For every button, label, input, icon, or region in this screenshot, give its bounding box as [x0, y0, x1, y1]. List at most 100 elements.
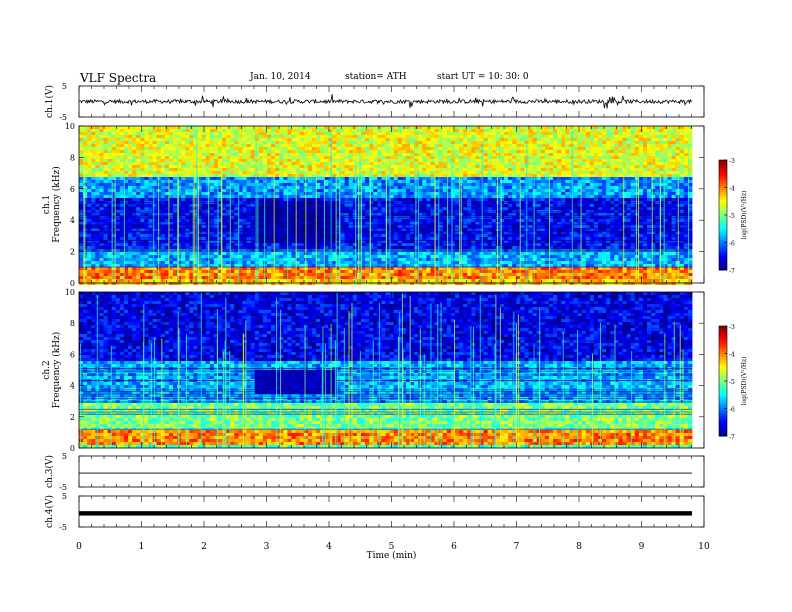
spectrogram-cell [622, 150, 628, 153]
spectrogram-cell [516, 195, 521, 198]
spectrogram-cell [651, 141, 656, 144]
spectrogram-cell [369, 171, 374, 174]
spectrogram-cell [422, 204, 427, 207]
spectrogram-cell [95, 141, 100, 144]
spectrogram-cell [336, 165, 341, 168]
spectrogram-cell [189, 135, 194, 138]
spectrogram-cell [589, 198, 595, 201]
spectrogram-cell [168, 198, 174, 201]
spectrogram-cell [577, 129, 583, 132]
spectrogram-cell [651, 198, 656, 201]
spectrogram-cell [647, 162, 652, 165]
spectrogram-cell [91, 138, 96, 141]
spectrogram-cell [87, 156, 92, 159]
spectrogram-cell [328, 198, 333, 201]
spectrogram-cell [426, 168, 431, 171]
spectrogram-cell [622, 222, 628, 225]
spectrogram-cell [671, 180, 677, 183]
spectrogram-cell [271, 126, 276, 129]
spectrogram-cell [671, 195, 677, 198]
spectrogram-cell [369, 204, 374, 207]
spectrogram-cell [671, 177, 677, 180]
spectrogram-cell [393, 159, 399, 162]
spectrogram-cell [397, 171, 403, 174]
spectrogram-cell [422, 147, 427, 150]
spectrogram-cell [279, 165, 284, 168]
spectrogram-cell [679, 195, 685, 198]
spectrogram-cell [336, 219, 341, 222]
spectrogram-cell [373, 186, 378, 189]
spectrogram-cell [103, 126, 109, 129]
spectrogram-cell [185, 207, 190, 210]
spectrogram-cell [593, 132, 599, 135]
spectrogram-cell [504, 189, 509, 192]
spectrogram-cell [405, 207, 411, 210]
spectrogram-cell [254, 159, 260, 162]
spectrogram-cell [344, 207, 350, 210]
spectrogram-cell [426, 156, 431, 159]
spectrogram-cell [99, 129, 104, 132]
spectrogram-cell [373, 147, 378, 150]
spectrogram-cell [520, 153, 525, 156]
spectrogram-cell [667, 144, 672, 147]
spectrogram-cell [148, 195, 153, 198]
spectrogram-cell [140, 150, 145, 153]
spectrogram-cell [144, 141, 149, 144]
spectrogram-cell [569, 153, 574, 156]
spectrogram-cell [638, 165, 644, 168]
spectrogram-cell [115, 156, 121, 159]
spectrogram-cell [242, 180, 247, 183]
spectrogram-cell [540, 189, 546, 192]
spectrogram-cell [283, 141, 288, 144]
spectrogram-cell [356, 183, 362, 186]
spectrogram-cell [585, 213, 591, 216]
spectrogram-cell [148, 147, 153, 150]
spectrogram-cell [181, 207, 186, 210]
spectrogram-cell [540, 159, 546, 162]
spectrogram-cell [189, 189, 194, 192]
spectrogram-cell [287, 195, 292, 198]
spectrogram-cell [168, 213, 174, 216]
spectrogram-cell [491, 144, 497, 147]
spectrogram-cell [573, 153, 578, 156]
spectrogram-cell [593, 213, 599, 216]
spectrogram-cell [422, 144, 427, 147]
spectrogram-cell [177, 156, 182, 159]
spectrogram-cell [193, 183, 198, 186]
spectrogram-cell [230, 126, 235, 129]
spectrogram-cell [573, 165, 578, 168]
spectrogram-cell [602, 141, 607, 144]
spectrogram-cell [271, 192, 276, 195]
spectrogram-cell [242, 126, 247, 129]
spectrogram-cell [103, 198, 109, 201]
spectrogram-cell [99, 165, 104, 168]
spectrogram-cell [532, 192, 538, 195]
spectrogram-cell [606, 186, 611, 189]
spectrogram-cell [647, 192, 652, 195]
spectrogram-cell [495, 207, 501, 210]
spectrogram-cell [311, 210, 317, 213]
spectrogram-cell [348, 156, 354, 159]
spectrogram-cell [201, 225, 207, 228]
spectrogram-cell [172, 189, 178, 192]
spectrogram-cell [516, 192, 521, 195]
spectrogram-cell [483, 177, 489, 180]
spectrogram-cell [385, 153, 390, 156]
spectrogram-cell [152, 189, 158, 192]
spectrogram-cell [336, 189, 341, 192]
spectrogram-cell [434, 183, 440, 186]
spectrogram-cell [311, 183, 317, 186]
spectrogram-cell [91, 210, 96, 213]
spectrogram-cell [422, 192, 427, 195]
spectrogram-cell [671, 150, 677, 153]
spectrogram-cell [193, 213, 198, 216]
spectrogram-cell [483, 204, 489, 207]
spectrogram-cell [295, 210, 301, 213]
spectrogram-cell [307, 153, 313, 156]
spectrogram-cell [132, 195, 137, 198]
spectrogram-cell [581, 192, 587, 195]
spectrogram-cell [295, 168, 301, 171]
spectrogram-cell [144, 126, 149, 129]
spectrogram-cell [548, 222, 554, 225]
spectrogram-cell [557, 165, 562, 168]
